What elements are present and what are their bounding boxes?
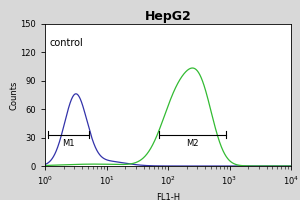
X-axis label: FL1-H: FL1-H <box>156 193 180 200</box>
Text: M2: M2 <box>186 139 199 148</box>
Y-axis label: Counts: Counts <box>10 80 19 110</box>
Text: M1: M1 <box>62 139 75 148</box>
Title: HepG2: HepG2 <box>145 10 191 23</box>
Text: control: control <box>50 38 84 48</box>
